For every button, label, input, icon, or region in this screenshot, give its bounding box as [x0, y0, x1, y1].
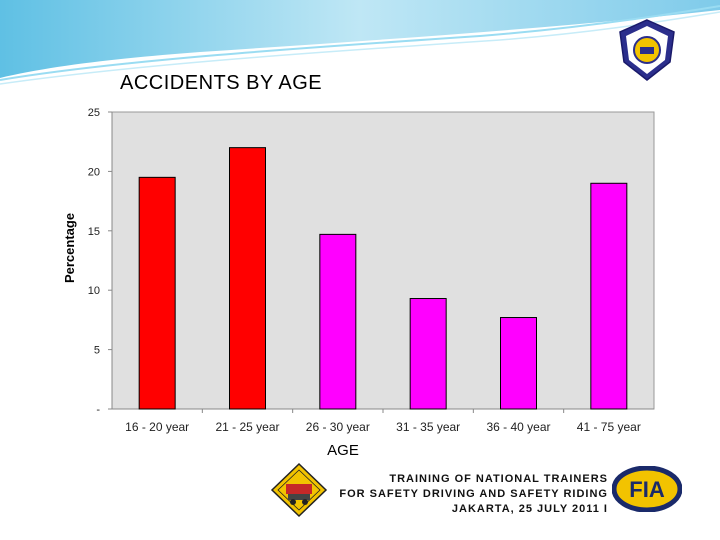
x-tick-label: 21 - 25 year: [215, 420, 279, 434]
fia-logo-text: FIA: [629, 477, 665, 502]
decorative-banner: [0, 0, 720, 85]
bar-chart: - 5 10 15 20 25 16 - 20 year 21 - 25 year 26 - …: [62, 107, 655, 459]
y-tick-label: 20: [88, 166, 100, 178]
plot-area: [111, 111, 655, 410]
caption-line-1: TRAINING OF NATIONAL TRAINERS: [389, 473, 608, 485]
bar-6: [590, 182, 628, 410]
safety-driving-logo-icon: [270, 462, 328, 518]
y-axis-label: Percentage: [62, 213, 77, 283]
event-caption: TRAINING OF NATIONAL TRAINERS FOR SAFETY…: [330, 472, 608, 517]
x-tick-label: 16 - 20 year: [125, 420, 189, 434]
x-tick-label: 31 - 35 year: [396, 420, 460, 434]
bar-3: [319, 233, 357, 410]
bar-4: [409, 298, 447, 410]
caption-line-3: JAKARTA, 25 JULY 2011 I: [451, 503, 608, 515]
page-title: ACCIDENTS BY AGE: [120, 72, 323, 94]
y-tick-label: 25: [88, 107, 100, 119]
x-tick-label: 26 - 30 year: [306, 420, 370, 434]
y-tick-label: 10: [88, 285, 100, 297]
bar-1: [138, 176, 176, 410]
caption-line-2: FOR SAFETY DRIVING AND SAFETY RIDING: [339, 488, 608, 500]
x-axis-label: AGE: [327, 442, 359, 459]
fia-logo-icon: FIA: [612, 466, 682, 512]
y-tick-label: 15: [88, 226, 100, 238]
y-tick-label: 5: [94, 345, 100, 357]
bar-2: [229, 147, 266, 410]
x-tick-label: 36 - 40 year: [486, 420, 550, 434]
y-tick-label: -: [96, 404, 100, 416]
police-emblem-icon: [619, 19, 675, 81]
bar-5: [500, 317, 537, 410]
x-tick-label: 41 - 75 year: [577, 420, 641, 434]
